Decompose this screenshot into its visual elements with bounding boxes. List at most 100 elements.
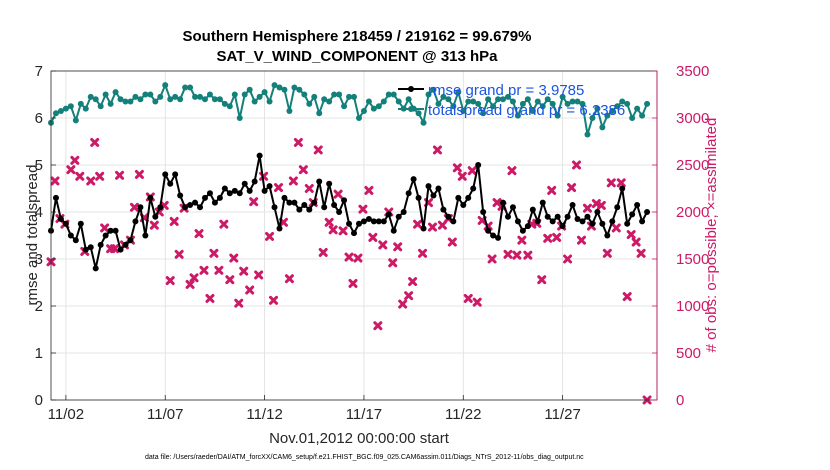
totalspread-point <box>480 110 487 117</box>
totalspread-point <box>370 105 377 112</box>
totalspread-point <box>291 84 298 91</box>
totalspread-point <box>266 98 273 105</box>
rmse-point <box>539 199 546 206</box>
obs-count-marker <box>393 242 403 252</box>
obs-count-marker <box>75 171 85 181</box>
y-axis-label-right: # of obs: o=possible; ×=assimilated <box>703 118 720 353</box>
rmse-point <box>276 225 283 232</box>
rmse-point <box>524 223 531 230</box>
totalspread-point <box>604 112 611 119</box>
legend-rmse-label: rmse grand pr = 3.9785 <box>428 82 584 99</box>
rmse-point <box>321 204 328 211</box>
obs-count-marker <box>189 273 199 283</box>
totalspread-point <box>87 93 94 100</box>
rmse-point <box>77 220 84 227</box>
obs-count-marker <box>333 189 343 199</box>
rmse-point <box>311 199 318 206</box>
obs-count-marker <box>427 222 437 232</box>
obs-count-marker <box>463 293 473 303</box>
totalspread-point <box>435 100 442 107</box>
totalspread-point <box>107 100 114 107</box>
totalspread-point <box>256 93 263 100</box>
rmse-point <box>559 223 566 230</box>
x-tick-label: 11/07 <box>147 406 183 423</box>
totalspread-point <box>321 96 328 103</box>
totalspread-point <box>594 105 601 112</box>
obs-count-marker <box>273 183 283 193</box>
totalspread-point <box>564 100 571 107</box>
totalspread-point <box>365 98 372 105</box>
rmse-point <box>430 192 437 199</box>
totalspread-point <box>187 84 194 91</box>
rmse-point <box>455 194 462 201</box>
rmse-point <box>187 201 194 208</box>
legend-rmse-marker <box>408 86 414 92</box>
rmse-point <box>435 185 442 192</box>
rmse-point <box>102 232 109 239</box>
rmse-point <box>127 237 134 244</box>
y-right-tick-label: 2500 <box>676 157 709 174</box>
rmse-point <box>574 216 581 223</box>
rmse-point <box>236 190 243 197</box>
obs-count-marker <box>254 270 264 280</box>
totalspread-point <box>445 96 452 103</box>
totalspread-point <box>316 110 323 117</box>
rmse-point <box>569 201 576 208</box>
obs-count-marker <box>596 200 606 210</box>
totalspread-point <box>430 86 437 93</box>
rmse-point <box>97 241 104 248</box>
obs-count-marker <box>344 252 354 262</box>
rmse-point <box>221 185 228 192</box>
y-right-tick-label: 1000 <box>676 298 709 315</box>
rmse-point <box>504 213 511 220</box>
rmse-point <box>619 185 626 192</box>
rmse-point <box>410 176 417 183</box>
rmse-point <box>495 234 502 241</box>
obs-count-marker <box>205 293 215 303</box>
legend-totalspread-marker <box>408 106 414 112</box>
obs-count-marker <box>194 229 204 239</box>
chart-title: Southern Hemisphere 218459 / 219162 = 99… <box>183 28 532 45</box>
obs-count-marker <box>404 291 414 301</box>
totalspread-point <box>614 103 621 110</box>
rmse-point <box>306 206 313 213</box>
rmse-point <box>206 190 213 197</box>
totalspread-point <box>246 86 253 93</box>
rmse-point <box>231 187 238 194</box>
rmse-point <box>500 199 507 206</box>
totalspread-point <box>450 103 457 110</box>
obs-count-marker <box>298 165 308 175</box>
obs-count-marker <box>265 231 275 241</box>
rmse-point <box>604 232 611 239</box>
obs-count-marker <box>543 233 553 243</box>
obs-count-marker <box>503 249 513 259</box>
obs-count-marker <box>418 248 428 258</box>
rmse-point <box>375 218 382 225</box>
totalspread-point <box>355 115 362 121</box>
obs-count-marker <box>447 237 457 247</box>
rmse-point <box>226 190 233 197</box>
totalspread-point <box>440 93 447 100</box>
rmse-point <box>192 199 199 206</box>
totalspread-point <box>157 93 164 100</box>
y-right-tick-label: 3500 <box>676 63 709 80</box>
totalspread-point <box>385 91 392 98</box>
totalspread-point <box>420 119 427 126</box>
obs-count-marker <box>523 250 533 260</box>
rmse-point <box>316 178 323 185</box>
rmse-point <box>609 218 616 225</box>
obs-count-marker <box>199 265 209 275</box>
totalspread-point <box>405 96 412 103</box>
totalspread-point <box>465 98 472 105</box>
y-tick-label: 3 <box>35 251 43 268</box>
totalspread-point <box>395 98 402 105</box>
obs-count-marker <box>239 266 249 276</box>
totalspread-point <box>460 107 467 114</box>
obs-count-marker <box>318 247 328 257</box>
y-axis-label: rmse and totalspread <box>24 165 41 306</box>
totalspread-point <box>52 110 59 117</box>
rmse-point <box>326 180 333 187</box>
rmse-point <box>211 199 218 206</box>
obs-count-marker <box>457 171 467 181</box>
obs-count-marker <box>547 185 557 195</box>
